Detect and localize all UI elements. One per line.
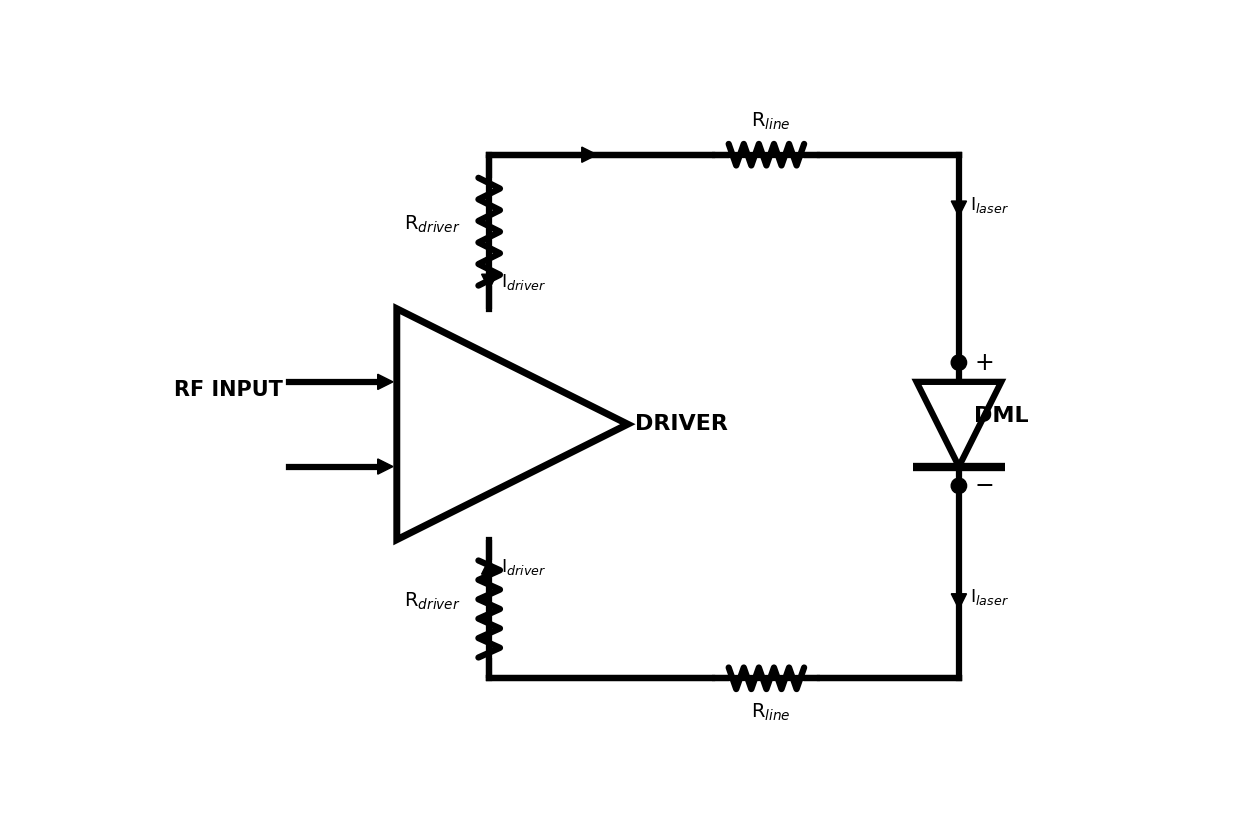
Text: I$_{driver}$: I$_{driver}$ — [501, 557, 546, 576]
Text: I$_{laser}$: I$_{laser}$ — [971, 587, 1009, 607]
Polygon shape — [378, 375, 393, 390]
Text: R$_{driver}$: R$_{driver}$ — [404, 591, 461, 612]
Polygon shape — [378, 459, 393, 474]
Polygon shape — [397, 308, 627, 539]
Text: DRIVER: DRIVER — [635, 414, 728, 434]
Text: I$_{laser}$: I$_{laser}$ — [971, 195, 1009, 215]
Text: RF INPUT: RF INPUT — [174, 380, 283, 400]
Polygon shape — [951, 594, 966, 609]
Polygon shape — [481, 274, 497, 290]
Text: R$_{driver}$: R$_{driver}$ — [404, 213, 461, 234]
Text: +: + — [975, 350, 994, 375]
Polygon shape — [481, 559, 497, 575]
Polygon shape — [951, 201, 966, 216]
Text: R$_{line}$: R$_{line}$ — [751, 701, 791, 722]
Polygon shape — [916, 382, 1001, 466]
Text: R$_{line}$: R$_{line}$ — [751, 110, 791, 132]
Circle shape — [951, 478, 967, 493]
Polygon shape — [582, 147, 596, 162]
Text: −: − — [975, 474, 994, 498]
Text: I$_{driver}$: I$_{driver}$ — [501, 272, 546, 291]
Circle shape — [951, 354, 967, 370]
Text: DML: DML — [975, 407, 1029, 427]
